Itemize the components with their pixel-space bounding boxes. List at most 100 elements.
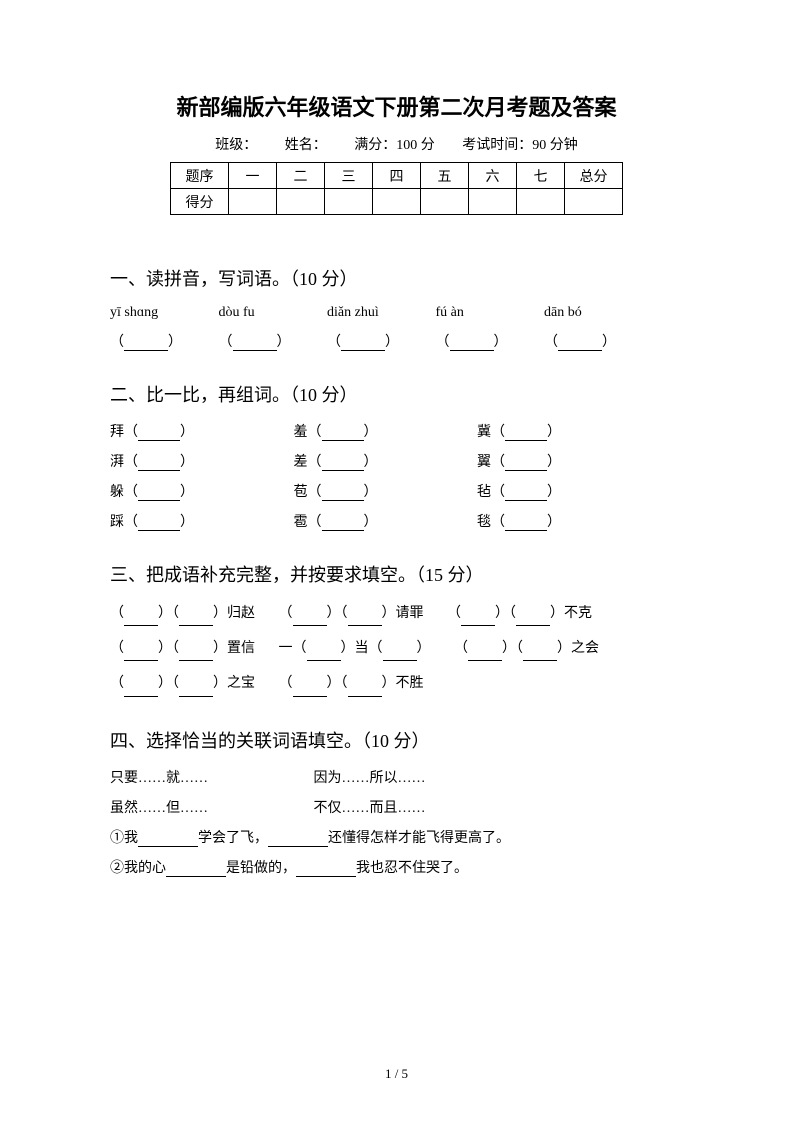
header-cell: 四: [373, 163, 421, 189]
score-cell: [517, 189, 565, 215]
blank-item: （）: [110, 331, 215, 351]
score-table: 题序 一 二 三 四 五 六 七 总分 得分: [170, 162, 623, 215]
section-4-title: 四、选择恰当的关联词语填空。（10 分）: [110, 727, 683, 753]
fill-blank: [558, 337, 602, 351]
header-cell: 题序: [171, 163, 229, 189]
idiom-line: （）（）归赵 （）（）请罪 （）（）不克: [110, 601, 683, 626]
pinyin-item: yī shɑng: [110, 305, 215, 321]
score-label-cell: 得分: [171, 189, 229, 215]
word-item: 羞（）: [294, 421, 474, 441]
score-cell: [229, 189, 277, 215]
fill-blank: [179, 647, 213, 661]
full-score: 满分：100 分: [354, 138, 435, 153]
word-item: 冀（）: [477, 421, 657, 441]
fill-blank: [179, 683, 213, 697]
page-number: 1 / 5: [0, 1066, 793, 1082]
idiom-item: （）（）不克: [447, 601, 592, 626]
pinyin-row: yī shɑng dòu fu diǎn zhuì fú àn dān bó: [110, 305, 683, 321]
fill-blank: [505, 517, 547, 531]
word-compare-block: 拜（） 羞（） 冀（） 湃（） 差（） 翼（） 躲（） 苞（） 毡（） 踩（） …: [110, 421, 683, 531]
info-line: 班级： 姓名： 满分：100 分 考试时间：90 分钟: [110, 134, 683, 154]
idiom-item: （）（）不胜: [279, 671, 424, 696]
pinyin-item: fú àn: [436, 305, 541, 321]
fill-blank: [341, 337, 385, 351]
sentence-line: ②我的心是铅做的，我也忍不住哭了。: [110, 857, 683, 877]
blank-row: （） （） （） （） （）: [110, 331, 683, 351]
word-item: 踩（）: [110, 511, 290, 531]
fill-blank: [293, 683, 327, 697]
fill-blank: [138, 517, 180, 531]
idiom-line: （）（）置信 一（）当（） （）（）之会: [110, 636, 683, 661]
conj-item: 因为……所以……: [314, 767, 514, 787]
word-item: 躲（）: [110, 481, 290, 501]
word-row: 躲（） 苞（） 毡（）: [110, 481, 683, 501]
idiom-item: （）（）置信: [110, 636, 255, 661]
name-label: 姓名：: [285, 138, 327, 153]
fill-blank: [124, 683, 158, 697]
score-cell: [421, 189, 469, 215]
exam-title: 新部编版六年级语文下册第二次月考题及答案: [110, 90, 683, 122]
sentence-num: ②: [110, 861, 124, 876]
header-cell: 二: [277, 163, 325, 189]
blank-item: （）: [544, 331, 649, 351]
word-item: 毡（）: [477, 481, 657, 501]
fill-blank: [124, 647, 158, 661]
fill-blank: [268, 833, 328, 847]
sentence-num: ①: [110, 831, 124, 846]
class-label: 班级：: [215, 138, 257, 153]
header-cell: 七: [517, 163, 565, 189]
sentence-line: ①我学会了飞，还懂得怎样才能飞得更高了。: [110, 827, 683, 847]
idiom-item: 一（）当（）: [279, 636, 431, 661]
word-item: 翼（）: [477, 451, 657, 471]
exam-time: 考试时间：90 分钟: [462, 138, 578, 153]
fill-blank: [124, 612, 158, 626]
fill-blank: [516, 612, 550, 626]
fill-blank: [233, 337, 277, 351]
idiom-item: （）（）请罪: [279, 601, 424, 626]
section-1-title: 一、读拼音，写词语。（10 分）: [110, 265, 683, 291]
word-row: 拜（） 羞（） 冀（）: [110, 421, 683, 441]
pinyin-item: dòu fu: [219, 305, 324, 321]
header-cell: 总分: [565, 163, 623, 189]
pinyin-item: diǎn zhuì: [327, 305, 432, 321]
idiom-item: （）（）之宝: [110, 671, 255, 696]
fill-blank: [166, 863, 226, 877]
word-item: 拜（）: [110, 421, 290, 441]
header-cell: 三: [325, 163, 373, 189]
score-cell: [373, 189, 421, 215]
fill-blank: [505, 487, 547, 501]
blank-item: （）: [327, 331, 432, 351]
table-row: 题序 一 二 三 四 五 六 七 总分: [171, 163, 623, 189]
fill-blank: [523, 647, 557, 661]
fill-blank: [505, 427, 547, 441]
score-cell: [469, 189, 517, 215]
word-item: 苞（）: [294, 481, 474, 501]
fill-blank: [461, 612, 495, 626]
table-row: 得分: [171, 189, 623, 215]
fill-blank: [138, 487, 180, 501]
fill-blank: [383, 647, 417, 661]
word-item: 毯（）: [477, 511, 657, 531]
fill-blank: [138, 457, 180, 471]
pinyin-item: dān bó: [544, 305, 649, 321]
fill-blank: [307, 647, 341, 661]
score-cell: [325, 189, 373, 215]
idiom-item: （）（）之会: [454, 636, 599, 661]
fill-blank: [138, 427, 180, 441]
fill-blank: [348, 612, 382, 626]
fill-blank: [296, 863, 356, 877]
header-cell: 五: [421, 163, 469, 189]
blank-item: （）: [436, 331, 541, 351]
fill-blank: [322, 487, 364, 501]
fill-blank: [322, 517, 364, 531]
word-row: 踩（） 雹（） 毯（）: [110, 511, 683, 531]
fill-blank: [505, 457, 547, 471]
blank-item: （）: [219, 331, 324, 351]
word-item: 雹（）: [294, 511, 474, 531]
conj-line: 只要……就…… 因为……所以……: [110, 767, 683, 787]
conj-item: 虽然……但……: [110, 797, 310, 817]
fill-blank: [322, 427, 364, 441]
fill-blank: [348, 683, 382, 697]
idiom-line: （）（）之宝 （）（）不胜: [110, 671, 683, 696]
fill-blank: [468, 647, 502, 661]
